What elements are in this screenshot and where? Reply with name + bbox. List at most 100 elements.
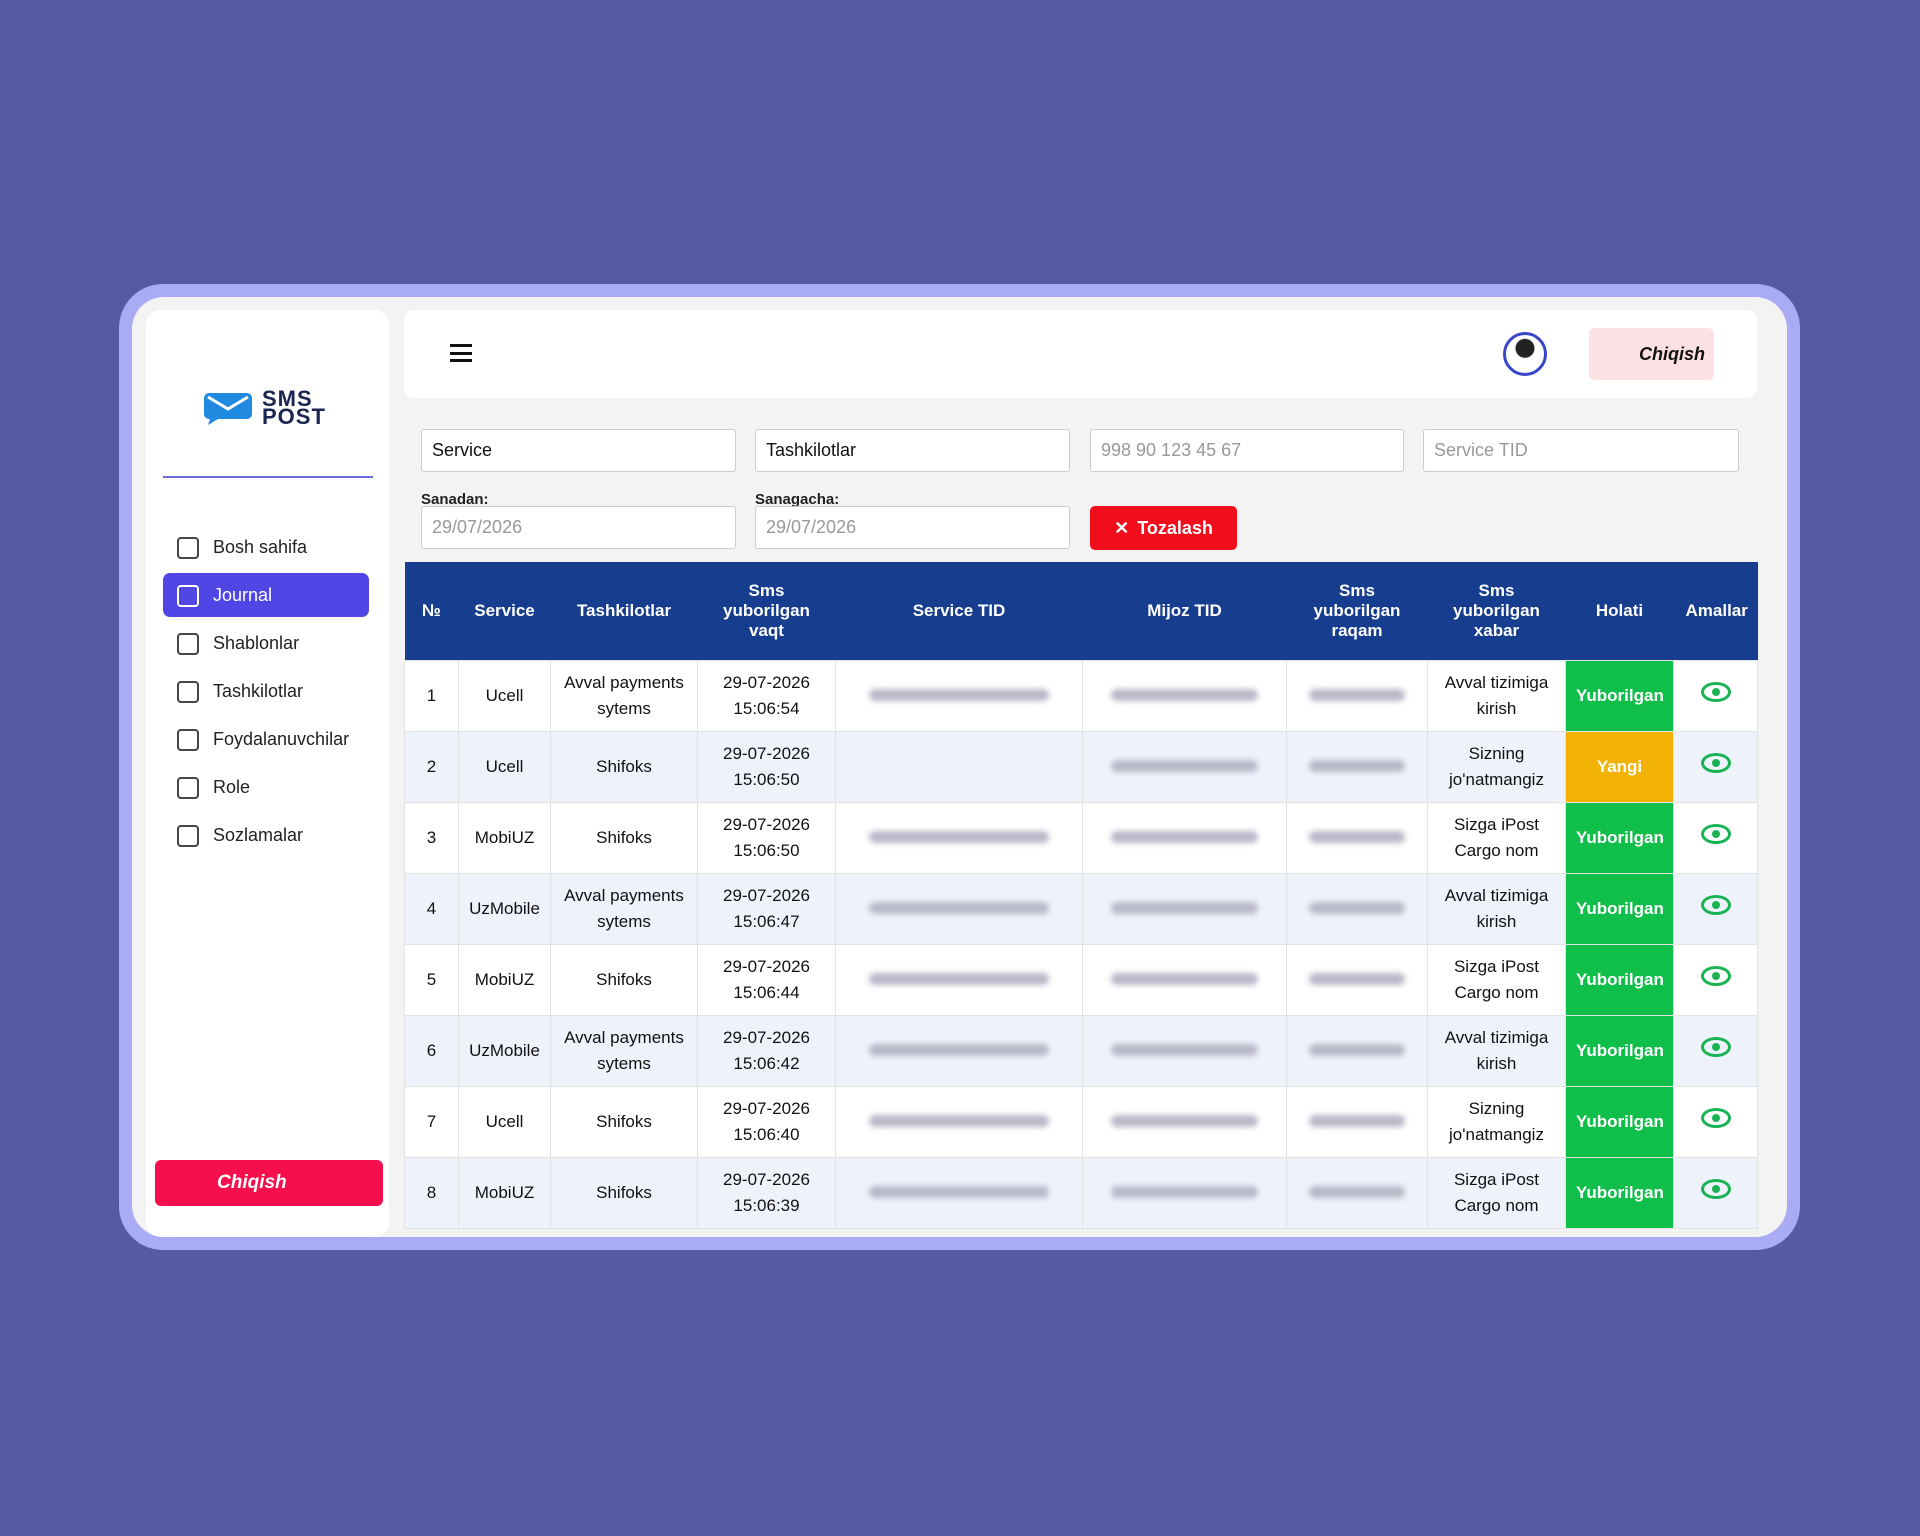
frame: SMS POST Bosh sahifa Journal Shablonlar Tash…: [119, 284, 1800, 1250]
view-button[interactable]: [1700, 752, 1731, 773]
status-badge: Yuborilgan: [1565, 659, 1674, 732]
logo: SMS POST: [202, 386, 326, 429]
blurred-text: [1309, 972, 1405, 985]
blurred-cell: [835, 872, 1083, 945]
table-row: 5 MobiUZ Shifoks 29-07-2026 15:06:44 Sizga i…: [404, 943, 1758, 1016]
cell: 29-07-2026 15:06:39: [697, 1156, 836, 1229]
table-row: 6 UzMobile Avval payments sytems 29-07-2026…: [404, 1014, 1758, 1087]
cell: 7: [404, 1085, 459, 1158]
view-button[interactable]: [1700, 1178, 1731, 1199]
logo-line: SMS: [262, 386, 313, 411]
view-button[interactable]: [1700, 1107, 1731, 1128]
column-header: Tashkilotlar: [550, 562, 698, 660]
cell: 3: [404, 801, 459, 874]
divider: [163, 476, 373, 478]
view-button[interactable]: [1700, 681, 1731, 702]
blurred-text: [1111, 972, 1258, 985]
blurred-cell: [1286, 730, 1428, 803]
logout-button[interactable]: Chiqish: [155, 1160, 383, 1206]
org-select[interactable]: Tashkilotlar: [755, 429, 1070, 472]
service-select[interactable]: Service: [421, 429, 736, 472]
blurred-cell: [1286, 1014, 1428, 1087]
blurred-cell: [835, 943, 1083, 1016]
sidebar: SMS POST Bosh sahifa Journal Shablonlar Tash…: [146, 310, 389, 1237]
cell: Avval payments sytems: [550, 872, 698, 945]
actions: [1673, 659, 1758, 732]
blurred-text: [1111, 901, 1258, 914]
nav-item[interactable]: Foydalanuvchilar: [163, 717, 369, 761]
blurred-cell: [1082, 730, 1287, 803]
status-badge: Yuborilgan: [1565, 801, 1674, 874]
cell: Shifoks: [550, 801, 698, 874]
cell: 29-07-2026 15:06:54: [697, 659, 836, 732]
nav: Bosh sahifa Journal Shablonlar Tashkilotlar…: [163, 525, 369, 861]
blurred-text: [1309, 688, 1405, 701]
cell: 29-07-2026 15:06:40: [697, 1085, 836, 1158]
phone-input[interactable]: 998 90 123 45 67: [1090, 429, 1404, 472]
blurred-cell: [1286, 943, 1428, 1016]
blurred-text: [868, 688, 1050, 701]
status-badge: Yuborilgan: [1565, 872, 1674, 945]
view-button[interactable]: [1700, 894, 1731, 915]
icon: ✕: [1114, 517, 1130, 538]
status-badge: Yuborilgan: [1565, 1014, 1674, 1087]
date-input[interactable]: 29/07/2026: [421, 506, 736, 549]
blurred-text: [1111, 688, 1258, 701]
column-header: №: [404, 562, 459, 660]
view-button[interactable]: [1700, 965, 1731, 986]
blurred-cell: [1082, 659, 1287, 732]
blurred-text: [868, 1185, 1050, 1198]
nav-item[interactable]: Tashkilotlar: [163, 669, 369, 713]
view-button[interactable]: [1700, 1036, 1731, 1057]
cell: Avval tizimiga kirish: [1427, 659, 1566, 732]
actions: [1673, 730, 1758, 803]
nav-item[interactable]: Bosh sahifa: [163, 525, 369, 569]
table-row: 2 Ucell Shifoks 29-07-2026 15:06:50 Sizning …: [404, 730, 1758, 803]
label: Sanagacha:: [755, 491, 840, 508]
clear-button[interactable]: ✕ Tozalash: [1090, 506, 1237, 550]
cell: Sizning jo'natmangiz: [1427, 1085, 1566, 1158]
blurred-cell: [1082, 1014, 1287, 1087]
menu-button[interactable]: [450, 344, 472, 362]
tid-input[interactable]: Service TID: [1423, 429, 1739, 472]
nav-item[interactable]: Role: [163, 765, 369, 809]
avatar[interactable]: [1503, 332, 1547, 376]
column-header: Service TID: [835, 562, 1083, 660]
column-header: Mijoz TID: [1082, 562, 1287, 660]
date-input[interactable]: 29/07/2026: [755, 506, 1070, 549]
table-row: 7 Ucell Shifoks 29-07-2026 15:06:40 Sizning …: [404, 1085, 1758, 1158]
header-row: № Service Tashkilotlar Sms yuborilgan vaqt S…: [404, 562, 1758, 660]
cell: Avval tizimiga kirish: [1427, 1014, 1566, 1087]
status-badge: Yuborilgan: [1565, 1156, 1674, 1229]
app: SMS POST Bosh sahifa Journal Shablonlar Tash…: [132, 297, 1787, 1237]
blurred-text: [868, 972, 1050, 985]
logout-button[interactable]: Chiqish: [1589, 328, 1714, 380]
blurred-cell: [835, 1156, 1083, 1229]
cell: UzMobile: [458, 872, 551, 945]
view-button[interactable]: [1700, 823, 1731, 844]
blurred-cell: [835, 1085, 1083, 1158]
cell: 29-07-2026 15:06:47: [697, 872, 836, 945]
actions: [1673, 943, 1758, 1016]
blurred-cell: [1082, 1085, 1287, 1158]
blurred-cell: [835, 801, 1083, 874]
logo-line: POST: [262, 404, 326, 429]
blurred-text: [1309, 1114, 1405, 1127]
cell: 6: [404, 1014, 459, 1087]
nav-item[interactable]: Journal: [163, 573, 369, 617]
table-row: 4 UzMobile Avval payments sytems 29-07-2026…: [404, 872, 1758, 945]
journal-table: № Service Tashkilotlar Sms yuborilgan vaqt S…: [404, 562, 1758, 1229]
nav-item[interactable]: Sozlamalar: [163, 813, 369, 857]
cell: Shifoks: [550, 730, 698, 803]
nav-item[interactable]: Shablonlar: [163, 621, 369, 665]
blurred-text: [1309, 1043, 1405, 1056]
label: Sanadan:: [421, 491, 489, 508]
cell: Sizga iPost Cargo nom: [1427, 801, 1566, 874]
cell: Shifoks: [550, 1085, 698, 1158]
cell: Ucell: [458, 659, 551, 732]
blurred-cell: [1082, 872, 1287, 945]
blurred-text: [868, 1114, 1050, 1127]
blurred-text: [1111, 1185, 1258, 1198]
